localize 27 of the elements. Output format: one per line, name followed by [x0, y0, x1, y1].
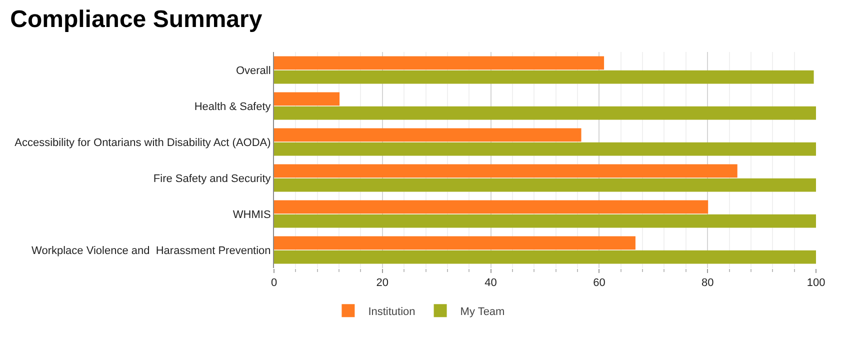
y-tick-label: Overall	[236, 64, 271, 77]
x-tick-label: 20	[376, 277, 389, 290]
bar	[274, 164, 738, 178]
bar	[274, 92, 340, 106]
legend-label: My Team	[460, 306, 505, 318]
legend-label: Institution	[368, 306, 416, 318]
bar	[274, 236, 636, 250]
bar	[274, 200, 708, 214]
bar	[274, 70, 814, 84]
chart-title: Compliance Summary	[10, 6, 263, 33]
y-tick-label: WHMIS	[232, 208, 271, 221]
y-tick-label: Accessibility for Ontarians with Disability Act (AODA)	[14, 136, 271, 149]
bar	[274, 142, 816, 156]
x-tick-label: 80	[701, 277, 714, 290]
x-tick-label: 0	[270, 277, 278, 290]
bar	[274, 214, 816, 228]
bar	[274, 128, 582, 142]
x-tick-label: 100	[806, 277, 826, 290]
y-tick-label: Health & Safety	[194, 100, 272, 113]
x-tick-label: 40	[484, 277, 497, 290]
bar	[274, 56, 604, 70]
x-tick-label: 60	[593, 277, 606, 290]
bar	[274, 178, 816, 192]
y-tick-label: Workplace Violence and Harassment Prevention	[32, 244, 271, 257]
y-tick-label: Fire Safety and Security	[153, 172, 272, 185]
bar	[274, 250, 816, 264]
bar	[274, 106, 816, 120]
